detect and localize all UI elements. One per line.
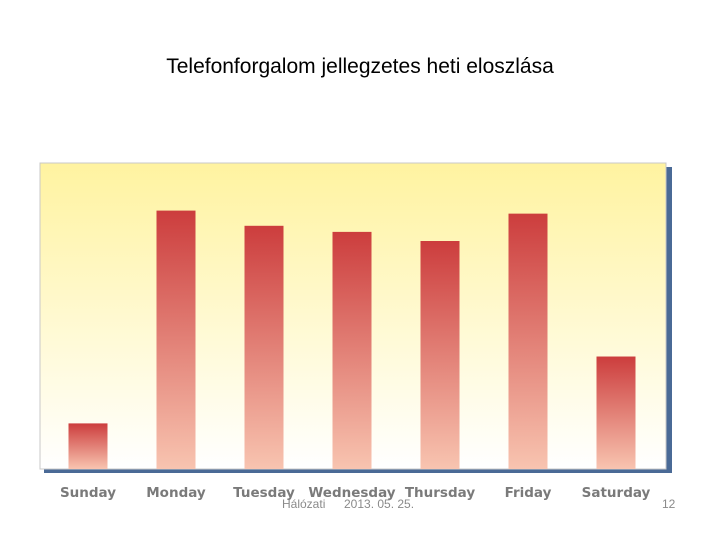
bar-tuesday (244, 225, 284, 469)
slide-title: Telefonforgalom jellegzetes heti eloszlá… (166, 55, 554, 78)
page-number: 12 (662, 497, 676, 511)
bar-saturday (596, 356, 636, 469)
x-tick-label-saturday: Saturday (582, 485, 651, 501)
bar-thursday (420, 241, 460, 469)
bar-monday (156, 210, 196, 469)
x-tick-label-monday: Monday (146, 485, 206, 501)
x-tick-label-friday: Friday (505, 485, 552, 501)
footer-date: 2013. 05. 25. (344, 497, 415, 511)
x-tick-labels: Sunday Monday Tuesday Wednesday Thursday Frid… (60, 485, 651, 501)
x-tick-label-sunday: Sunday (60, 485, 116, 501)
footer-course-label: Hálózati (282, 497, 326, 511)
x-tick-label-thursday: Thursday (405, 485, 475, 501)
bar-wednesday (332, 231, 372, 469)
bar-friday (508, 213, 548, 469)
x-tick-label-tuesday: Tuesday (233, 485, 295, 501)
x-tick-label-wednesday: Wednesday (308, 485, 395, 501)
bars-group (68, 210, 636, 469)
bar-sunday (68, 423, 108, 469)
